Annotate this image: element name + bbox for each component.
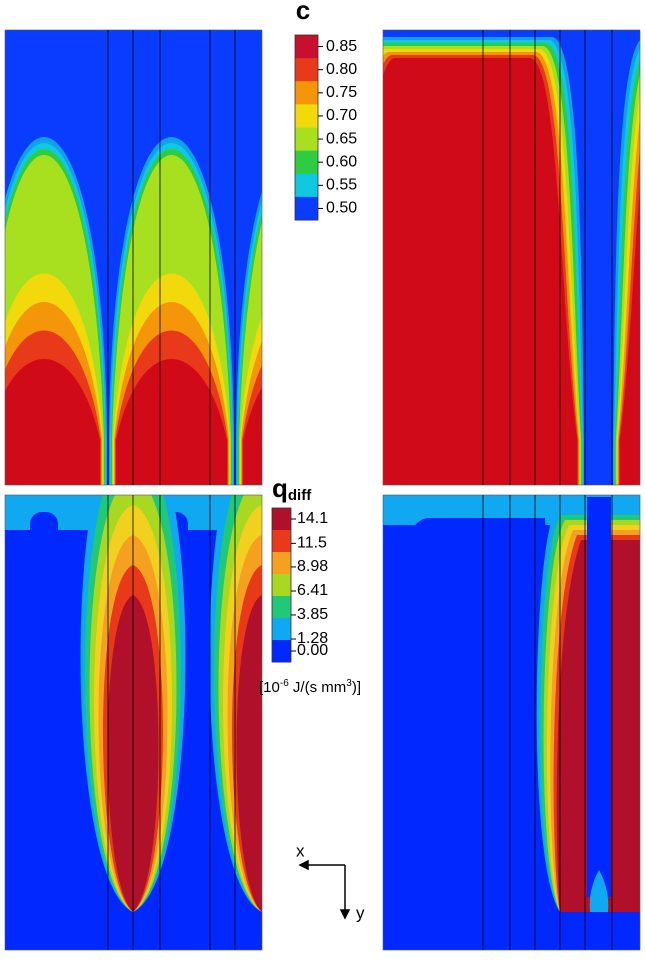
colorbar-tick-label: 1.28	[297, 630, 328, 647]
panel-frame	[4, 494, 263, 951]
colorbar-segment	[272, 552, 291, 575]
colorbar-tick-label: 0.70	[326, 107, 357, 124]
panel-frame	[382, 494, 641, 951]
colorbar-segment	[272, 618, 291, 641]
contour-band	[236, 595, 262, 912]
axis-label: y	[356, 903, 365, 922]
colorbar-segment	[272, 574, 291, 597]
field	[30, 512, 58, 950]
colorbar-segment	[272, 640, 291, 663]
colorbar-frame	[294, 34, 319, 221]
field	[587, 497, 611, 897]
colorbar-tick-label: 11.5	[297, 535, 327, 552]
field	[587, 32, 611, 485]
contour-band	[243, 387, 262, 485]
axis-label: x	[296, 841, 305, 860]
colorbar-segment	[272, 596, 291, 619]
colorbar-segment	[295, 196, 318, 221]
colorbar-tick-label: 6.41	[297, 582, 328, 599]
colorbar-segment	[272, 530, 291, 553]
colorbar-segment	[295, 150, 318, 175]
colorbar-tick-label: 0.80	[326, 61, 357, 78]
colorbar-segment	[272, 508, 291, 531]
panel-frame	[4, 29, 263, 486]
contour-panel	[5, 30, 262, 485]
colorbar-segment	[295, 58, 318, 82]
colorbar-segment	[295, 81, 318, 105]
unit-label: [10-6 J/(s mm3)]	[259, 678, 361, 696]
colorbar-tick-label: 0.60	[326, 153, 357, 170]
colorbar-segment	[295, 127, 318, 152]
colorbar-tick-label: 14.1	[297, 510, 328, 527]
colorbar-segment	[295, 35, 318, 59]
contour-panel	[383, 495, 640, 950]
contour-band	[619, 185, 640, 485]
colorbar-title: c	[296, 0, 310, 25]
contour-panel	[383, 30, 640, 485]
colorbar-tick-label: 8.98	[297, 558, 328, 575]
colorbar-segment	[295, 104, 318, 128]
axis-glyph	[298, 859, 351, 920]
contour-band	[5, 359, 100, 485]
colorbar-tick-label: 0.65	[326, 130, 357, 147]
colorbar-tick-label: 0.50	[326, 200, 357, 217]
contour-panels	[4, 29, 641, 951]
field	[400, 518, 560, 950]
colorbar-tick-label: 3.85	[297, 606, 328, 623]
colorbar-title: qdiff	[272, 473, 312, 504]
colorbar-tick-label: 0.85	[326, 38, 357, 55]
colorbar-tick-label: 0.75	[326, 84, 357, 101]
colorbar-frame	[271, 507, 292, 663]
contour-band	[383, 58, 578, 485]
colorbar-segment	[295, 173, 318, 198]
panel-frame	[382, 29, 641, 486]
contour-band	[116, 359, 227, 485]
field	[589, 870, 609, 912]
colorbar-tick-label: 0.55	[326, 177, 357, 194]
colorbar-tick-label: 0.00	[297, 642, 328, 659]
